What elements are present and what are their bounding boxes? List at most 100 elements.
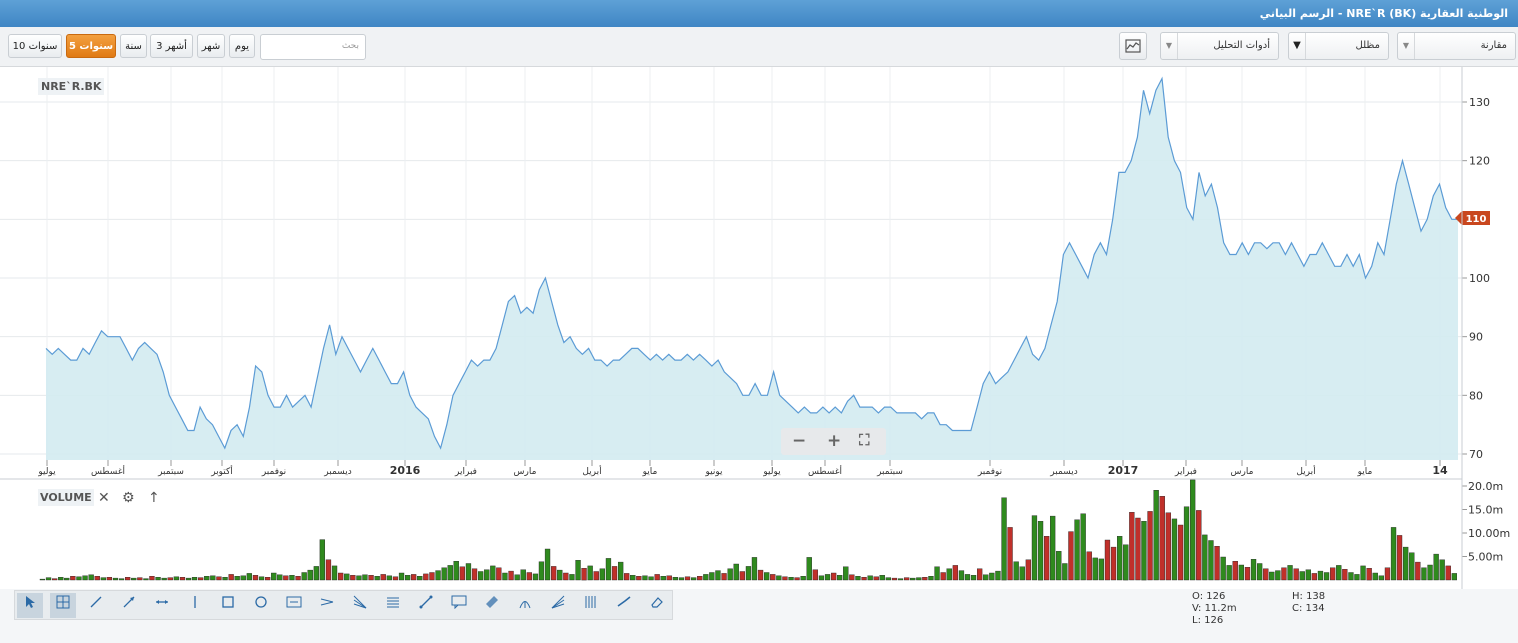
price-chart[interactable]: 130 120 110 100 90 80 70 يوليو أغسطس سبتمبر أكتوب… [0, 67, 1518, 589]
arrow-up-icon[interactable]: ↑ [148, 490, 160, 506]
volume-bar [429, 572, 435, 581]
volume-bar [551, 566, 557, 581]
volume-bar [1202, 534, 1208, 581]
volume-bar [1263, 568, 1269, 581]
volume-bar [563, 572, 569, 581]
zoom-in-button[interactable]: + [827, 431, 842, 451]
timeline-icon[interactable] [578, 593, 604, 618]
volume-bar [782, 576, 788, 581]
volume-bar [642, 575, 648, 581]
volume-bar [1439, 559, 1445, 581]
range-5y-button[interactable]: 5 سنوات [66, 34, 116, 58]
volume-bar [1074, 519, 1080, 581]
horizontal-extend-icon[interactable] [149, 593, 175, 618]
range-10y-button[interactable]: 10 سنوات [8, 34, 62, 58]
volume-bar [1250, 559, 1257, 581]
chart-type-dropdown[interactable]: مظلل ▼ [1288, 32, 1389, 60]
crosshair-icon[interactable] [50, 593, 76, 618]
volume-bar [1275, 570, 1281, 581]
volume-bar [496, 567, 502, 581]
arrow-line-icon[interactable] [413, 593, 439, 618]
volume-bar [465, 563, 472, 581]
volume-bar [1329, 567, 1336, 581]
volume-bar [1147, 511, 1153, 581]
gear-icon[interactable]: ⚙ [122, 490, 135, 506]
compare-dropdown[interactable]: مقارنة ▼ [1397, 32, 1516, 60]
volume-bar [1360, 565, 1366, 581]
line-icon[interactable] [83, 593, 109, 618]
volume-bar [1183, 506, 1190, 581]
volume-bar [1037, 521, 1044, 581]
x-axis-label: فبراير [454, 467, 477, 477]
cursor-icon[interactable] [17, 593, 43, 618]
ellipse-icon[interactable] [248, 593, 274, 618]
volume-bar [1244, 567, 1251, 581]
volume-bar [1293, 568, 1299, 581]
volume-bar [520, 569, 526, 581]
x-axis-label: يوليو [37, 467, 56, 477]
speed-fan-icon[interactable] [545, 593, 571, 618]
fibonacci-fan-icon[interactable] [347, 593, 373, 618]
range-3m-button[interactable]: 3 أشهر [150, 34, 193, 58]
trend-angle-icon[interactable] [611, 593, 637, 618]
ohlc-high: H: 138 [1292, 591, 1326, 602]
volume-bar [745, 566, 752, 581]
x-axis-label: أغسطس [91, 465, 125, 477]
search-input[interactable]: بحث [260, 34, 366, 60]
volume-bar [897, 578, 904, 581]
volume-bar [618, 561, 624, 581]
volume-bar [137, 577, 143, 581]
volume-bar [751, 557, 758, 581]
volume-bar [271, 572, 277, 581]
volume-bar [143, 578, 149, 581]
channel-icon[interactable] [314, 593, 340, 618]
range-1d-button[interactable]: يوم [229, 34, 255, 58]
ray-icon[interactable] [116, 593, 142, 618]
callout-icon[interactable] [446, 593, 472, 618]
ohlc-volume: V: 11.2m [1192, 603, 1237, 614]
text-box-icon[interactable] [281, 593, 307, 618]
volume-bar [660, 576, 666, 581]
volume-bar [1396, 535, 1403, 581]
volume-bar [204, 576, 210, 581]
volume-bar [1123, 544, 1129, 581]
volume-bar [1390, 527, 1397, 581]
eraser-icon[interactable] [644, 593, 670, 618]
rectangle-icon[interactable] [215, 593, 241, 618]
analysis-tools-dropdown[interactable]: أدوات التحليل ▼ [1160, 32, 1279, 60]
chart-area[interactable]: 130 120 110 100 90 80 70 يوليو أغسطس سبتمبر أكتوب… [0, 67, 1518, 589]
volume-bar [1402, 546, 1409, 581]
volume-bar [1031, 515, 1038, 581]
volume-bar [1141, 521, 1147, 581]
y-tick-label: 130 [1469, 96, 1490, 109]
close-icon[interactable]: ✕ [98, 490, 110, 506]
fibonacci-retracement-icon[interactable] [380, 593, 406, 618]
volume-bar [770, 574, 776, 581]
volume-bar [824, 574, 831, 581]
volume-bar [319, 539, 325, 581]
volume-bar [983, 574, 989, 581]
analysis-tools-label: أدوات التحليل [1213, 40, 1270, 51]
volume-bar [1043, 536, 1050, 581]
zoom-out-button[interactable]: − [792, 431, 807, 451]
volume-bar [1189, 479, 1196, 581]
volume-bar [1007, 527, 1013, 581]
chart-settings-icon[interactable] [1119, 32, 1147, 60]
volume-bar [1165, 512, 1172, 581]
range-1m-button[interactable]: شهر [197, 34, 225, 58]
volume-bars [39, 479, 1458, 581]
pitchfork-icon[interactable] [512, 593, 538, 618]
volume-bar [106, 577, 113, 581]
volume-bar [222, 577, 228, 581]
volume-bar [490, 565, 496, 581]
parallel-channel-icon[interactable] [479, 593, 505, 618]
volume-bar [599, 568, 606, 581]
volume-bar [1220, 556, 1226, 581]
range-1y-button[interactable]: سنة [120, 34, 147, 58]
volume-bar [1086, 551, 1092, 581]
volume-bar [1135, 517, 1141, 581]
chevron-down-icon: ▼ [1398, 33, 1415, 59]
vertical-line-icon[interactable] [182, 593, 208, 618]
volume-bar [1116, 536, 1123, 581]
fit-screen-button[interactable]: ⛶ [859, 431, 870, 449]
